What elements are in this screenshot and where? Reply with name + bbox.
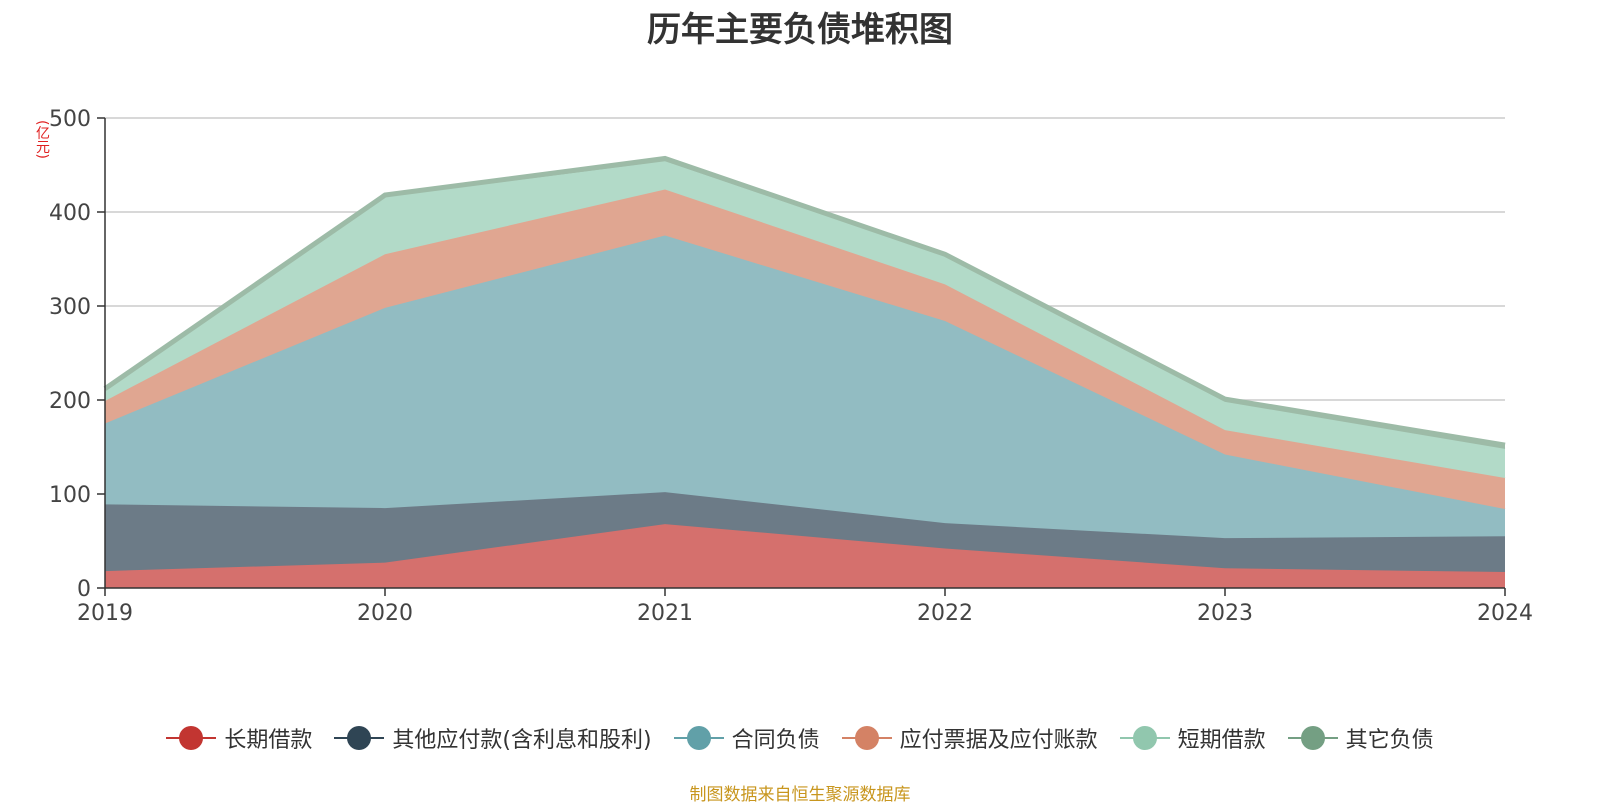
area-1 [105,492,1505,573]
legend-item-3[interactable]: 应付票据及应付账款 [841,722,1098,754]
y-tick-label: 500 [49,107,91,132]
legend-marker-icon [673,726,724,750]
y-tick-label: 400 [49,201,91,226]
legend-label: 应付票据及应付账款 [899,728,1098,753]
x-tick-label: 2019 [77,601,133,626]
series-line-5 [103,155,1506,448]
legend-marker-icon [841,726,892,750]
legend-marker-icon [1287,726,1338,750]
area-series-group [103,155,1506,588]
legend-item-4[interactable]: 短期借款 [1119,722,1266,754]
legend-item-5[interactable]: 其它负债 [1287,722,1434,754]
legend-label: 合同负债 [731,728,820,753]
x-tick-label: 2021 [637,601,693,626]
area-4 [105,161,1505,479]
legend-marker-icon [1119,726,1170,750]
y-tick-label: 300 [49,295,91,320]
chart-title: 历年主要负债堆积图 [647,10,953,50]
legend: 长期借款 其他应付款(含利息和股利) 合同负债 应付票据及应付账款 短期借款 其它负债 [0,722,1600,754]
y-axis-unit-label: (亿元) [34,120,50,159]
legend-item-0[interactable]: 长期借款 [166,722,312,754]
legend-label: 长期借款 [224,728,313,753]
legend-label: 其他应付款(含利息和股利) [392,728,652,753]
axes: 0 100 200 300 400 500 2019 2020 2021 2022 2023 2024 [49,107,1533,626]
area-3 [105,189,1505,510]
y-tick-label: 200 [49,389,91,414]
y-tick-label: 100 [49,483,91,508]
area-0 [105,524,1505,588]
x-tick-label: 2023 [1197,601,1253,626]
x-tick-label: 2022 [917,601,973,626]
legend-label: 短期借款 [1177,728,1266,753]
x-tick-label: 2024 [1477,601,1533,626]
legend-marker-icon [334,726,385,750]
legend-item-2[interactable]: 合同负债 [673,722,820,754]
footer-source-note: 制图数据来自恒生聚源数据库 [689,785,911,805]
legend-label: 其它负债 [1345,728,1434,753]
legend-item-1[interactable]: 其他应付款(含利息和股利) [334,722,652,754]
y-tick-label: 0 [77,577,91,602]
x-tick-label: 2020 [357,601,413,626]
legend-marker-icon [166,726,217,750]
area-2 [105,235,1505,539]
